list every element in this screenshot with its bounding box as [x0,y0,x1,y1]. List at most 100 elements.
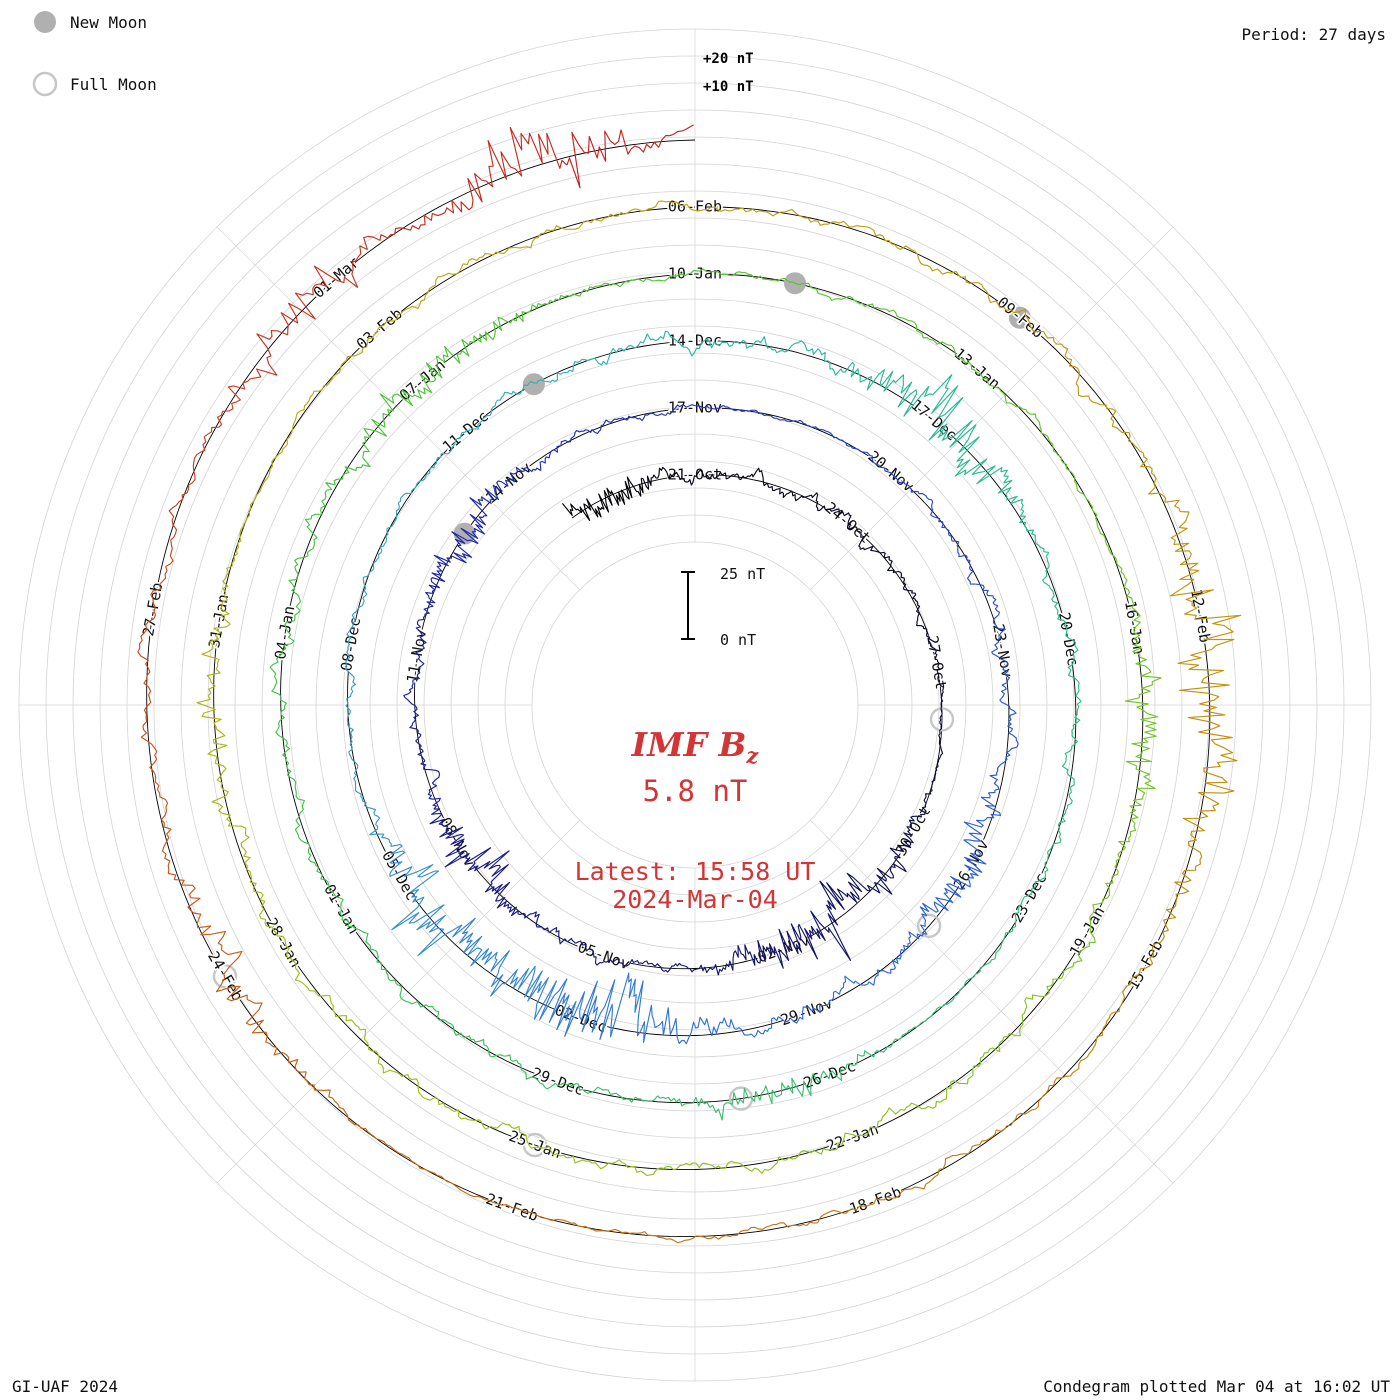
bz-trace-segment [648,1082,787,1121]
bz-trace-segment [494,881,576,945]
date-label: 27-Oct [923,634,950,690]
baseline-path [146,139,1211,1238]
period-label: Period: 27 days [1242,25,1387,44]
full-moon-icon [32,71,58,97]
bz-trace-segment [771,975,876,1029]
polar-grid [18,28,1372,1382]
bz-trace-segment [1042,552,1080,683]
bz-trace-segment [362,492,412,606]
latest-time: Latest: 15:58 UT [575,857,816,886]
scale-max-label: 25 nT [720,565,765,583]
bz-trace-segment [954,436,1049,553]
date-label: 31-Jan [205,593,232,649]
bz-trace-segment [610,330,738,357]
bz-trace-segment [410,402,497,494]
chart-title-main: IMF B [631,725,747,764]
date-label: 13-Jan [951,344,1004,393]
bz-trace-segment [403,621,427,722]
bz-trace-segment [1179,674,1238,857]
bz-trace-segment [595,268,746,288]
bz-trace-segment [387,127,568,239]
full-moon-marker [522,1132,548,1158]
full-moon-marker [929,707,955,732]
bz-trace-segment [1061,682,1082,816]
grid-spoke [810,820,1174,1184]
bz-trace-segment [1124,677,1162,836]
bz-trace-segment [425,224,582,296]
date-label: 04-Jan [271,604,298,660]
date-label: 28-Jan [262,915,305,971]
bz-trace-segment [397,984,517,1062]
bz-trace-segment [934,690,944,777]
date-label: 07-Jan [396,356,449,405]
date-label: 06-Feb [668,198,722,216]
date-label: 05-Nov [575,938,632,973]
bz-trace-segment [1064,355,1167,503]
spiral-baseline [146,139,1211,1238]
bz-trace-segment [633,1221,818,1244]
bz-trace-segment [362,345,463,458]
new-moon-icon [34,11,56,33]
bz-trace-segment [275,728,319,868]
bz-trace-segment [196,565,233,734]
bz-trace-segment [975,583,1010,688]
date-label: 10-Jan [668,265,722,283]
current-value: 5.8 nT [643,774,748,808]
bz-trace-segment [1013,404,1101,531]
bz-trace-segment [785,1029,910,1097]
bz-trace-segment [916,608,944,691]
bz-trace-segment [1061,835,1132,979]
legend-full-moon-label: Full Moon [70,75,157,94]
date-label: 08-Dec [337,616,364,672]
bz-trace-segment [269,584,301,730]
scale-bar [681,571,695,640]
scale-min-label: 0 nT [720,631,756,649]
bz-trace-segment [737,336,861,378]
new-moon-marker [522,373,545,396]
bz-trace-segment [231,410,301,567]
bz-trace-segment [798,492,865,550]
date-label: 14-Dec [668,332,722,350]
plotted-label: Condegram plotted Mar 04 at 16:02 UT [1043,1377,1390,1396]
bz-trace-segment [168,377,256,549]
bz-trace-segment [516,1059,649,1103]
full-moon-marker [212,964,238,989]
bz-trace-segment [345,604,363,726]
bz-trace-segment [946,977,1062,1090]
end-scale-plus10-label: +10 nT [703,79,754,95]
bz-trace-segment [207,732,261,893]
bz-trace-segment [988,686,1019,794]
bz-trace-segment [721,467,800,502]
full-moon-marker [916,913,942,938]
bz-trace-segment [300,295,427,412]
bz-trace-segment [817,1140,983,1224]
legend: New Moon Full Moon [32,11,157,97]
bz-trace [137,124,1242,1244]
bz-trace-segment [752,208,920,260]
bz-trace-segment [981,1014,1112,1142]
legend-new-moon-label: New Moon [70,13,147,32]
date-label: 17-Nov [668,399,722,417]
grid-spoke [810,226,1174,590]
bz-trace-segment [196,918,307,1073]
bz-trace-segment [918,259,1069,357]
bz-trace-segment [495,351,612,403]
bz-trace-segment [918,492,976,585]
bz-trace-segment [417,531,479,623]
bz-trace-segment [1099,530,1162,679]
date-label: 03-Feb [353,305,406,354]
date-label: 29-Dec [529,1064,586,1099]
bz-trace-segment [1110,856,1203,1015]
date-label: 24-Feb [204,948,247,1004]
bz-trace-segment [259,891,357,1026]
bz-trace-segment [140,736,202,920]
chart-title: IMF Bz [631,725,760,768]
bz-trace-segment [409,720,443,815]
bz-trace-segment [453,1184,634,1234]
bz-trace-segment [892,309,1014,406]
date-label: 11-Nov [403,628,430,684]
bz-trace-segment [859,369,980,453]
date-label: 09-Feb [994,293,1047,342]
bz-trace-segment [539,972,658,1043]
bz-trace-segment [580,200,754,226]
